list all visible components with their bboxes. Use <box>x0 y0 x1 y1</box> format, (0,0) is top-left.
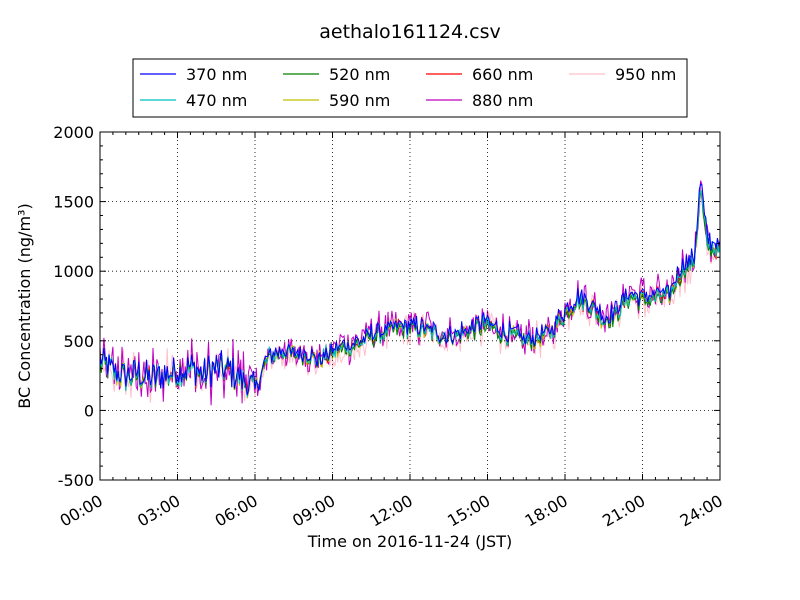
series-line <box>99 182 721 396</box>
y-axis-label: BC Concentration (ng/m³) <box>15 203 34 408</box>
grid <box>100 132 720 480</box>
y-tick-label: 1500 <box>53 193 94 212</box>
legend-label: 470 nm <box>186 91 247 110</box>
x-tick-label: 18:00 <box>522 491 571 531</box>
y-tick-label: 2000 <box>53 123 94 142</box>
legend-label: 590 nm <box>329 91 390 110</box>
y-axis: -500 0 500 1000 1500 2000 <box>53 123 720 490</box>
legend: 370 nm 470 nm 520 nm 590 nm 660 nm 880 nm 950 … <box>132 58 688 118</box>
legend-label: 520 nm <box>329 65 390 84</box>
series-line <box>99 180 721 406</box>
y-tick-label: 0 <box>84 401 94 420</box>
x-tick-label: 00:00 <box>57 491 106 531</box>
y-tick-label: -500 <box>58 471 94 490</box>
y-tick-label: 500 <box>63 332 94 351</box>
x-tick-label: 21:00 <box>599 491 648 531</box>
x-axis: 00:00 03:00 06:00 09:00 12:00 15:00 18:00 21:00… <box>57 132 726 531</box>
series-line <box>99 190 721 398</box>
x-tick-label: 03:00 <box>134 491 183 531</box>
y-tick-label: 1000 <box>53 262 94 281</box>
legend-box <box>132 58 688 118</box>
series-lines <box>99 180 721 406</box>
x-tick-label: 15:00 <box>444 491 493 531</box>
chart-title: aethalo161124.csv <box>319 21 501 43</box>
x-tick-label: 06:00 <box>212 491 261 531</box>
legend-label: 950 nm <box>615 65 676 84</box>
x-axis-label: Time on 2016-11-24 (JST) <box>307 532 512 551</box>
legend-label: 660 nm <box>472 65 533 84</box>
legend-label: 880 nm <box>472 91 533 110</box>
x-tick-label: 24:00 <box>677 491 726 531</box>
x-tick-label: 12:00 <box>367 491 416 531</box>
legend-label: 370 nm <box>186 65 247 84</box>
x-tick-label: 09:00 <box>289 491 338 531</box>
